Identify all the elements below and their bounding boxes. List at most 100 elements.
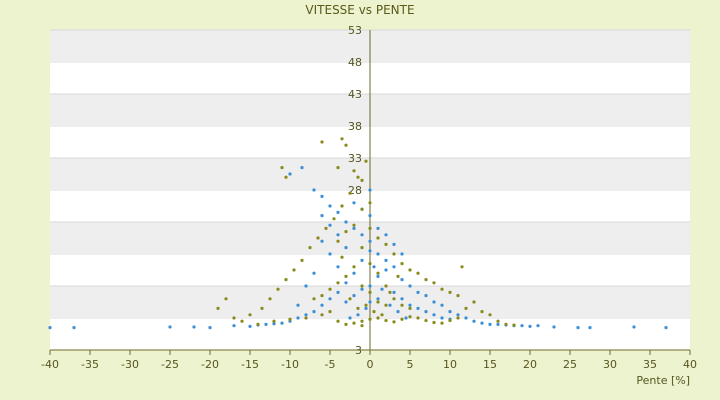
scatter-point xyxy=(384,258,388,262)
scatter-point xyxy=(208,326,212,330)
scatter-point xyxy=(352,294,356,298)
scatter-point xyxy=(168,325,172,329)
scatter-point xyxy=(320,303,324,307)
scatter-point xyxy=(360,319,364,323)
scatter-point xyxy=(280,166,284,170)
scatter-point xyxy=(356,313,360,317)
scatter-point xyxy=(336,265,340,269)
scatter-point xyxy=(340,204,344,208)
scatter-point xyxy=(400,278,404,282)
scatter-point xyxy=(368,300,372,304)
scatter-point xyxy=(392,320,396,324)
scatter-point xyxy=(360,284,364,288)
scatter-point xyxy=(384,318,388,323)
scatter-point xyxy=(312,271,316,275)
scatter-point xyxy=(352,201,356,205)
scatter-point xyxy=(408,306,412,310)
scatter-point xyxy=(336,239,340,243)
scatter-point xyxy=(360,207,364,211)
scatter-point xyxy=(340,137,344,141)
scatter-point xyxy=(348,316,352,320)
x-tick-label: -30 xyxy=(121,358,139,371)
scatter-point xyxy=(336,290,340,294)
x-tick-label: 40 xyxy=(683,358,697,371)
scatter-point xyxy=(432,300,436,304)
scatter-point xyxy=(352,265,356,269)
scatter-point xyxy=(368,201,372,205)
x-tick-label: -5 xyxy=(325,358,336,371)
chart-title: VITESSE vs PENTE xyxy=(305,3,414,17)
scatter-point xyxy=(352,169,356,173)
scatter-point xyxy=(292,268,296,272)
scatter-point xyxy=(432,313,436,317)
scatter-point xyxy=(416,306,420,310)
scatter-point xyxy=(328,252,332,256)
scatter-point xyxy=(464,306,468,310)
scatter-point xyxy=(416,316,420,320)
scatter-point xyxy=(340,255,344,259)
scatter-point xyxy=(232,316,236,320)
scatter-point xyxy=(320,239,324,243)
scatter-point xyxy=(456,294,460,298)
x-tick-label: 5 xyxy=(407,358,414,371)
scatter-point xyxy=(372,310,376,314)
x-tick-label: -15 xyxy=(241,358,259,371)
scatter-point xyxy=(276,287,280,291)
scatter-point xyxy=(528,324,532,328)
scatter-point xyxy=(376,316,380,320)
x-tick-label: -20 xyxy=(201,358,219,371)
scatter-point xyxy=(368,188,372,192)
scatter-point xyxy=(440,321,444,325)
x-tick-label: 0 xyxy=(367,358,374,371)
scatter-point xyxy=(304,316,308,320)
scatter-point xyxy=(344,274,348,278)
scatter-point xyxy=(360,178,364,182)
scatter-point xyxy=(224,297,228,301)
scatter-point xyxy=(392,297,396,301)
scatter-point xyxy=(48,326,52,330)
scatter-point xyxy=(440,303,444,307)
scatter-point xyxy=(320,140,324,144)
y-tick-label: 48 xyxy=(348,56,362,69)
scatter-point xyxy=(352,223,356,227)
scatter-point xyxy=(264,322,268,326)
scatter-point xyxy=(376,300,380,304)
scatter-point xyxy=(384,268,388,272)
scatter-point xyxy=(488,322,492,326)
scatter-point xyxy=(256,322,260,326)
scatter-point xyxy=(472,319,476,323)
x-tick-label: 35 xyxy=(643,358,657,371)
scatter-point xyxy=(360,324,364,328)
y-tick-label: 38 xyxy=(348,120,362,133)
scatter-point xyxy=(396,274,400,278)
scatter-point xyxy=(368,214,372,218)
scatter-point xyxy=(304,284,308,288)
scatter-point xyxy=(344,322,348,326)
scatter-point xyxy=(392,290,396,294)
scatter-point xyxy=(512,323,516,327)
scatter-point xyxy=(368,317,372,321)
scatter-point xyxy=(440,287,444,291)
scatter-point xyxy=(324,226,328,230)
y-tick-label: 33 xyxy=(348,152,362,165)
scatter-point xyxy=(336,281,340,285)
scatter-point xyxy=(368,239,372,243)
scatter-point xyxy=(344,246,348,250)
scatter-point xyxy=(456,313,460,317)
scatter-point xyxy=(336,319,340,323)
scatter-point xyxy=(456,316,460,320)
scatter-point xyxy=(384,233,388,237)
scatter-point xyxy=(376,226,380,230)
scatter-point xyxy=(320,313,324,317)
y-tick-label: 43 xyxy=(348,88,362,101)
scatter-point xyxy=(352,271,356,275)
scatter-point xyxy=(368,262,372,266)
scatter-point xyxy=(336,233,340,237)
scatter-point xyxy=(496,319,500,323)
scatter-point xyxy=(432,281,436,285)
scatter-point xyxy=(392,242,396,246)
scatter-point xyxy=(360,246,364,250)
scatter-point xyxy=(248,324,252,328)
x-tick-label: -25 xyxy=(161,358,179,371)
scatter-point xyxy=(536,324,540,328)
